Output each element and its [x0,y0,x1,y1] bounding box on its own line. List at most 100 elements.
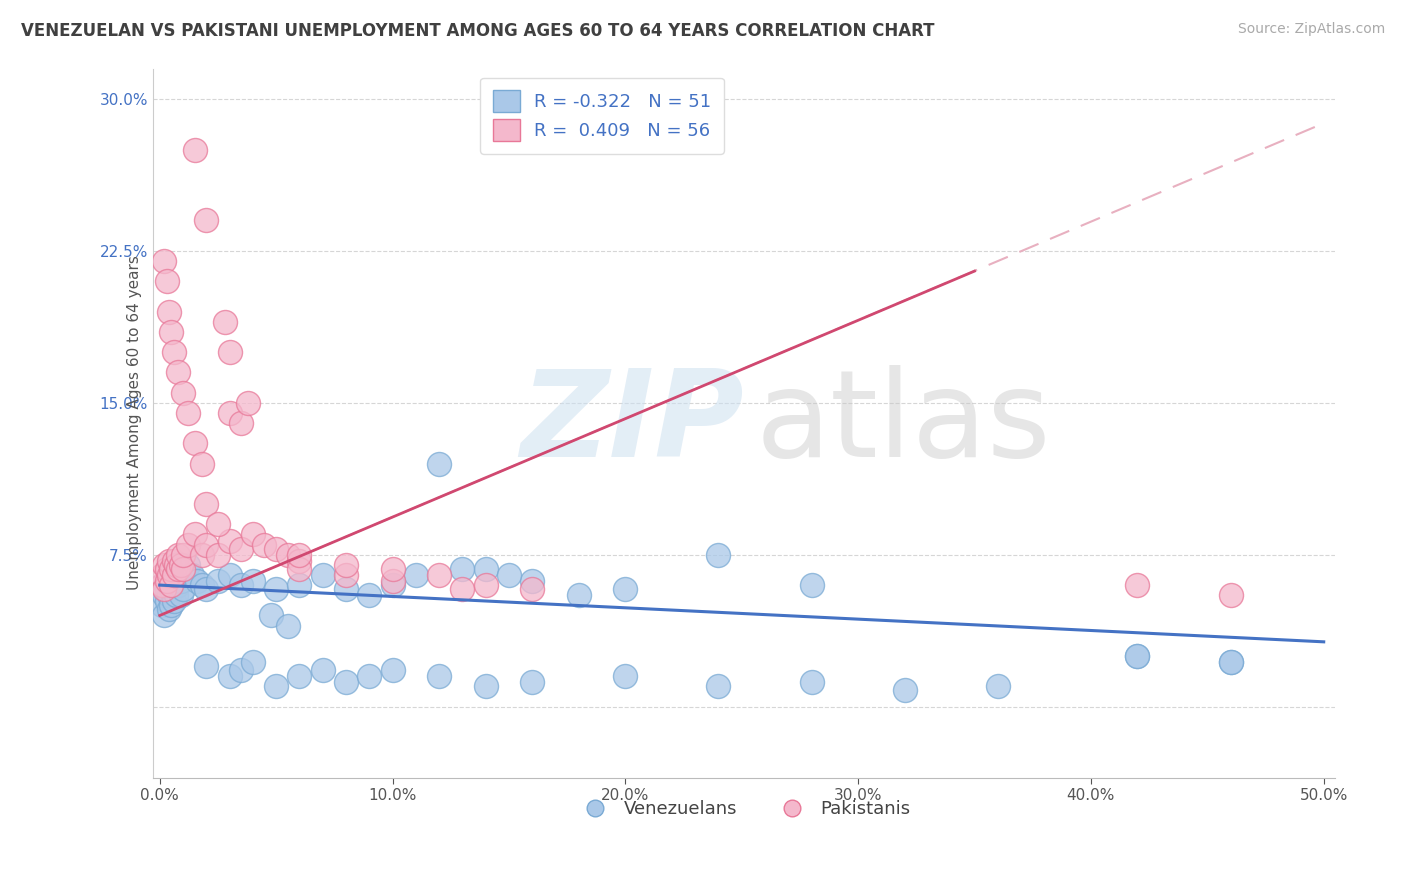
Point [335,582,357,596]
Point [474,578,496,592]
Point [218,669,240,683]
Point [614,582,637,596]
Point [800,578,823,592]
Point [150,578,173,592]
Point [157,304,180,318]
Y-axis label: Unemployment Among Ages 60 to 64 years: Unemployment Among Ages 60 to 64 years [127,256,142,591]
Point [1126,648,1149,663]
Point [169,588,191,602]
Point [157,554,180,568]
Point [167,562,190,576]
Point [522,675,544,690]
Point [176,558,198,572]
Point [1126,648,1149,663]
Point [451,582,474,596]
Point [277,618,299,632]
Text: VENEZUELAN VS PAKISTANI UNEMPLOYMENT AMONG AGES 60 TO 64 YEARS CORRELATION CHART: VENEZUELAN VS PAKISTANI UNEMPLOYMENT AMO… [21,22,935,40]
Point [167,578,190,592]
Point [169,574,191,588]
Point [153,558,176,572]
Point [405,568,427,582]
Point [172,568,194,582]
Point [288,562,311,576]
Point [207,574,229,588]
Point [190,548,212,562]
Text: Source: ZipAtlas.com: Source: ZipAtlas.com [1237,22,1385,37]
Point [1219,588,1241,602]
Point [359,669,381,683]
Point [160,599,183,613]
Point [260,608,283,623]
Point [1219,655,1241,669]
Point [176,406,198,420]
Point [242,655,264,669]
Point [614,669,637,683]
Point [427,568,450,582]
Point [311,663,333,677]
Point [172,562,194,576]
Point [800,675,823,690]
Point [190,578,212,592]
Point [288,669,311,683]
Point [183,436,205,450]
Point [522,582,544,596]
Point [707,548,730,562]
Point [163,345,186,359]
Point [277,548,299,562]
Point [157,588,180,602]
Point [218,533,240,548]
Point [195,659,218,673]
Point [195,497,218,511]
Point [522,574,544,588]
Point [264,680,287,694]
Point [183,143,205,157]
Point [172,385,194,400]
Point [150,568,173,582]
Point [427,457,450,471]
Point [150,599,173,613]
Point [474,562,496,576]
Legend: Venezuelans, Pakistanis: Venezuelans, Pakistanis [569,793,918,825]
Point [195,213,218,227]
Point [238,396,260,410]
Point [218,345,240,359]
Point [231,416,253,430]
Point [707,680,730,694]
Point [172,548,194,562]
Point [218,406,240,420]
Point [153,588,176,602]
Point [167,548,190,562]
Point [381,578,404,592]
Point [231,663,253,677]
Point [427,669,450,683]
Point [183,527,205,541]
Point [157,568,180,582]
Point [157,602,180,616]
Point [160,325,183,339]
Point [156,582,179,596]
Point [167,365,190,379]
Point [160,578,183,592]
Point [231,541,253,556]
Point [381,574,404,588]
Point [167,568,190,582]
Point [163,568,186,582]
Point [242,527,264,541]
Point [163,578,186,592]
Point [181,568,204,582]
Point [288,578,311,592]
Point [381,562,404,576]
Point [163,554,186,568]
Point [156,562,179,576]
Point [264,582,287,596]
Point [568,588,591,602]
Point [172,582,194,596]
Text: atlas: atlas [756,365,1052,482]
Point [156,594,179,608]
Text: ZIP: ZIP [520,365,744,482]
Point [195,538,218,552]
Point [190,457,212,471]
Point [242,574,264,588]
Point [264,541,287,556]
Point [335,675,357,690]
